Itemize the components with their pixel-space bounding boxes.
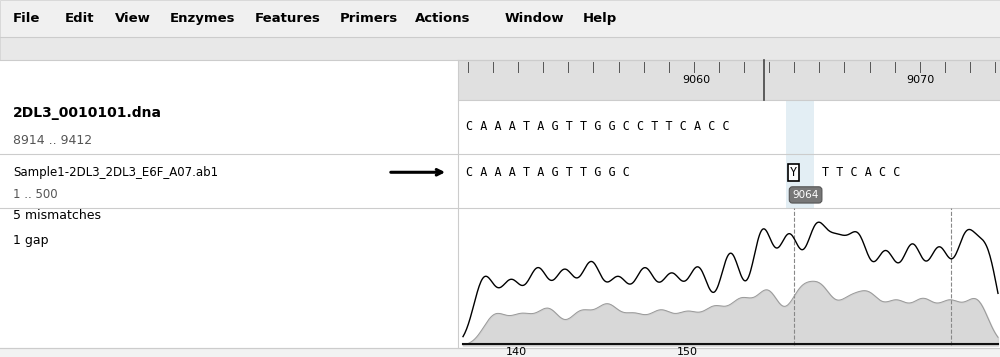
Text: 9064: 9064 xyxy=(792,190,819,200)
Text: Actions: Actions xyxy=(415,12,471,25)
FancyBboxPatch shape xyxy=(458,60,1000,348)
Text: 8914 .. 9412: 8914 .. 9412 xyxy=(13,135,92,147)
Text: 1 .. 500: 1 .. 500 xyxy=(13,188,58,201)
Text: Sample1-2DL3_2DL3_E6F_A07.ab1: Sample1-2DL3_2DL3_E6F_A07.ab1 xyxy=(13,166,218,179)
FancyBboxPatch shape xyxy=(0,37,1000,60)
FancyBboxPatch shape xyxy=(0,0,1000,37)
Text: Window: Window xyxy=(505,12,565,25)
Text: File: File xyxy=(13,12,40,25)
Text: 9070: 9070 xyxy=(907,75,935,85)
Text: Y: Y xyxy=(790,166,797,179)
Text: Edit: Edit xyxy=(65,12,94,25)
Text: 150: 150 xyxy=(677,347,698,357)
Text: Features: Features xyxy=(255,12,321,25)
FancyBboxPatch shape xyxy=(0,60,458,348)
Text: Primers: Primers xyxy=(340,12,398,25)
Text: T T C A C C: T T C A C C xyxy=(822,166,900,179)
Text: View: View xyxy=(115,12,151,25)
Text: 140: 140 xyxy=(506,347,527,357)
Text: C A A A T A G T T G G C C T T C A C C: C A A A T A G T T G G C C T T C A C C xyxy=(466,120,730,134)
Text: 2DL3_0010101.dna: 2DL3_0010101.dna xyxy=(13,106,162,120)
Text: Help: Help xyxy=(583,12,617,25)
Text: 9060: 9060 xyxy=(682,75,711,85)
Text: C A A A T A G T T G G C: C A A A T A G T T G G C xyxy=(466,166,630,179)
Text: 5 mismatches: 5 mismatches xyxy=(13,209,101,222)
Text: 1 gap: 1 gap xyxy=(13,234,48,247)
FancyBboxPatch shape xyxy=(458,208,1000,348)
FancyBboxPatch shape xyxy=(786,100,814,208)
Text: Enzymes: Enzymes xyxy=(170,12,236,25)
FancyBboxPatch shape xyxy=(458,60,1000,100)
FancyBboxPatch shape xyxy=(0,0,1000,348)
